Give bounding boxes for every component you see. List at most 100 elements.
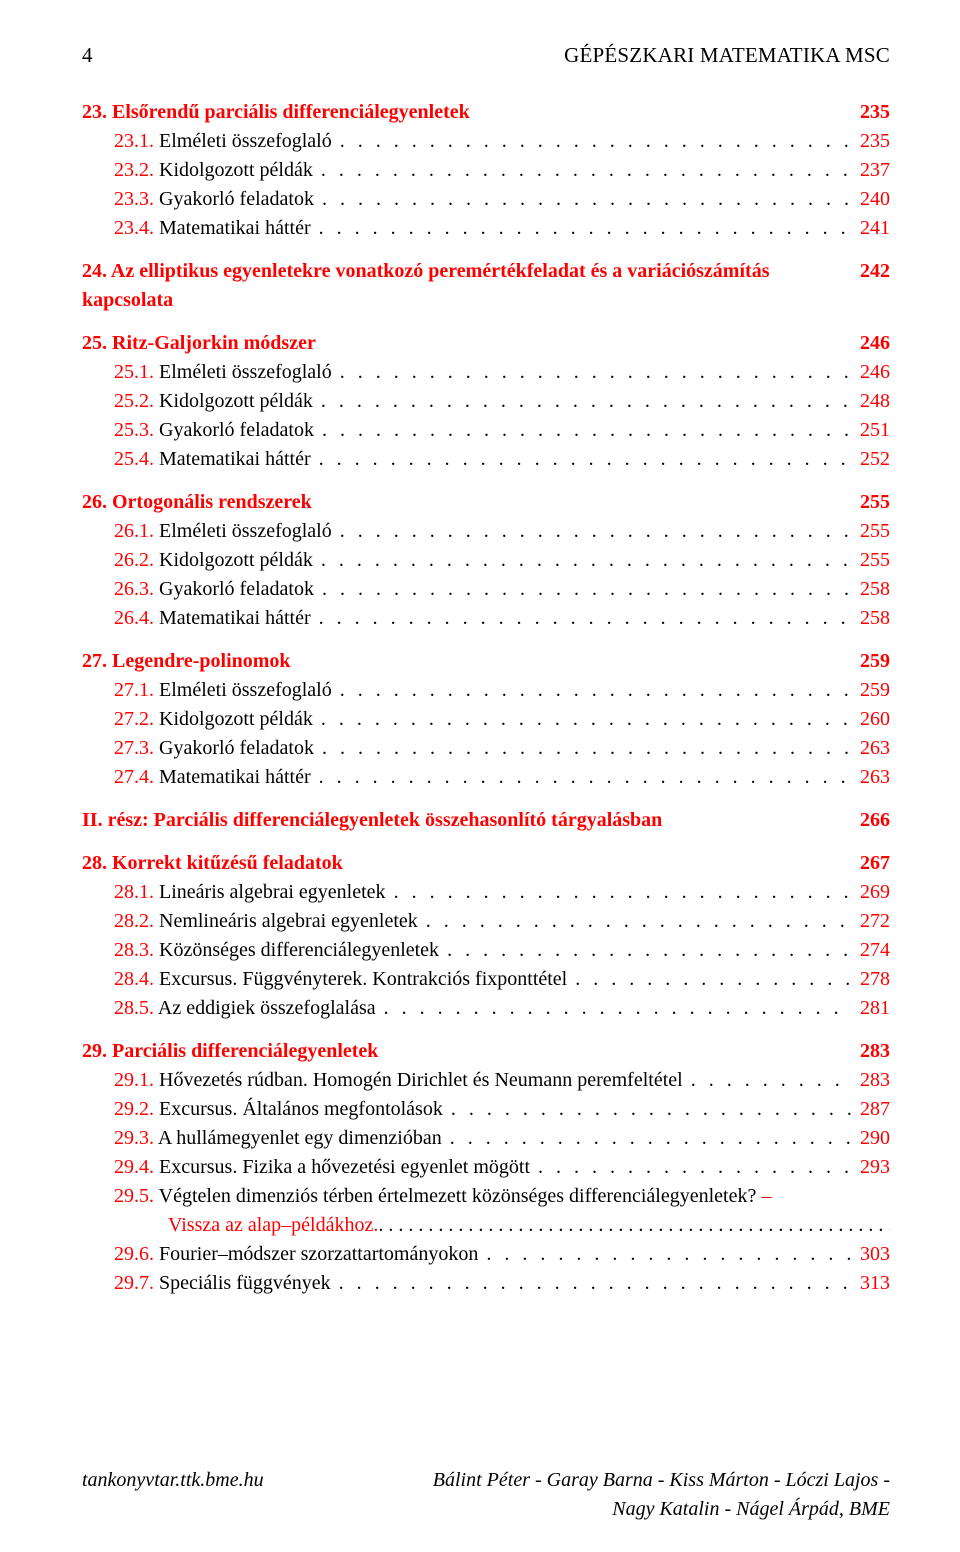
- dot-leader: . . . . . . . . . . . . . . . . . . . . …: [442, 1124, 852, 1153]
- toc-sub-page: 246: [852, 358, 890, 387]
- toc-sub[interactable]: 29.2. Excursus. Általános megfontolások.…: [82, 1095, 890, 1124]
- toc-sub[interactable]: 29.6. Fourier–módszer szorzattartományok…: [82, 1240, 890, 1269]
- toc-sub-page: 287: [852, 1095, 890, 1124]
- toc-sub[interactable]: 26.2. Kidolgozott példák. . . . . . . . …: [82, 546, 890, 575]
- toc-heading[interactable]: 29. Parciális differenciálegyenletek 283: [82, 1037, 890, 1066]
- toc-sub-page: 252: [852, 445, 890, 474]
- toc-sub[interactable]: 27.2. Kidolgozott példák. . . . . . . . …: [82, 705, 890, 734]
- toc-heading-label: 27. Legendre-polinomok: [82, 647, 291, 676]
- toc-sub-page: 258: [852, 575, 890, 604]
- toc-sub[interactable]: 23.2. Kidolgozott példák. . . . . . . . …: [82, 156, 890, 185]
- toc-sub-label: 29.6. Fourier–módszer szorzattartományok…: [114, 1240, 478, 1269]
- toc-sub-label: 25.1. Elméleti összefoglaló: [114, 358, 332, 387]
- toc-block: 24. Az elliptikus egyenletekre vonatkozó…: [82, 257, 890, 315]
- toc-sub[interactable]: 26.4. Matematikai háttér. . . . . . . . …: [82, 604, 890, 633]
- toc-sub-page: 241: [852, 214, 890, 243]
- toc-heading[interactable]: 23. Elsőrendű parciális differenciálegye…: [82, 98, 890, 127]
- toc-lower: 28. Korrekt kitűzésű feladatok26728.1. L…: [82, 849, 890, 1298]
- toc-sub-label: Vissza az alap–példákhoz.: [168, 1211, 378, 1240]
- toc-sub[interactable]: 25.2. Kidolgozott példák. . . . . . . . …: [82, 387, 890, 416]
- toc-sub-label: 27.2. Kidolgozott példák: [114, 705, 313, 734]
- dot-leader: . . . . . . . . . . . . . . . . . . . . …: [311, 214, 852, 243]
- footer-authors-1: Bálint Péter - Garay Barna - Kiss Márton…: [433, 1466, 890, 1495]
- toc-block: 27. Legendre-polinomok25927.1. Elméleti …: [82, 647, 890, 792]
- toc-sub[interactable]: 25.1. Elméleti összefoglaló. . . . . . .…: [82, 358, 890, 387]
- toc-sub[interactable]: 29.3. A hullámegyenlet egy dimenzióban. …: [82, 1124, 890, 1153]
- toc-sub-label: 26.1. Elméleti összefoglaló: [114, 517, 332, 546]
- part-heading[interactable]: II. rész: Parciális differenciálegyenlet…: [82, 806, 890, 835]
- toc-sub-label: 29.2. Excursus. Általános megfontolások: [114, 1095, 443, 1124]
- toc-sub-page: 259: [852, 676, 890, 705]
- toc-heading[interactable]: 24. Az elliptikus egyenletekre vonatkozó…: [82, 257, 890, 315]
- toc-sub-label: 29.3. A hullámegyenlet egy dimenzióban: [114, 1124, 442, 1153]
- toc-sub-label: 27.4. Matematikai háttér: [114, 763, 311, 792]
- toc-sub[interactable]: 28.2. Nemlineáris algebrai egyenletek. .…: [82, 907, 890, 936]
- toc-sub[interactable]: 25.3. Gyakorló feladatok. . . . . . . . …: [82, 416, 890, 445]
- toc-sub-cont[interactable]: Vissza az alap–példákhoz.. . . . . . . .…: [82, 1211, 890, 1240]
- toc-sub-label: 28.2. Nemlineáris algebrai egyenletek: [114, 907, 418, 936]
- toc-sub-label: 27.1. Elméleti összefoglaló: [114, 676, 332, 705]
- page: 4 GÉPÉSZKARI MATEMATIKA MSC 23. Elsőrend…: [0, 0, 960, 1298]
- toc-sub-page: 290: [852, 1124, 890, 1153]
- toc-sub[interactable]: 28.3. Közönséges differenciálegyenletek.…: [82, 936, 890, 965]
- dot-leader: . . . . . . . . . . . . . . . . . . . . …: [332, 517, 852, 546]
- toc-sub[interactable]: 28.4. Excursus. Függvényterek. Kontrakci…: [82, 965, 890, 994]
- toc-sub[interactable]: 26.3. Gyakorló feladatok. . . . . . . . …: [82, 575, 890, 604]
- toc-heading-page: 255: [860, 488, 890, 517]
- toc-heading-label: 29. Parciális differenciálegyenletek: [82, 1037, 378, 1066]
- toc-heading[interactable]: 26. Ortogonális rendszerek 255: [82, 488, 890, 517]
- toc-sub[interactable]: 28.1. Lineáris algebrai egyenletek. . . …: [82, 878, 890, 907]
- dot-leader: . . . . . . . . . . . . . . . . . . . . …: [311, 604, 852, 633]
- toc-sub[interactable]: 23.1. Elméleti összefoglaló. . . . . . .…: [82, 127, 890, 156]
- toc-sub-page: 260: [852, 705, 890, 734]
- toc-sub-label: 23.1. Elméleti összefoglaló: [114, 127, 332, 156]
- toc-sub-label: 28.1. Lineáris algebrai egyenletek: [114, 878, 386, 907]
- toc-sub[interactable]: 25.4. Matematikai háttér. . . . . . . . …: [82, 445, 890, 474]
- toc-sub-label: 28.3. Közönséges differenciálegyenletek: [114, 936, 439, 965]
- toc-heading-label: 24. Az elliptikus egyenletekre vonatkozó…: [82, 257, 860, 315]
- toc-sub-label: 23.3. Gyakorló feladatok: [114, 185, 314, 214]
- toc-block: 26. Ortogonális rendszerek25526.1. Elmél…: [82, 488, 890, 633]
- toc-sub[interactable]: 29.7. Speciális függvények. . . . . . . …: [82, 1269, 890, 1298]
- toc-heading[interactable]: 27. Legendre-polinomok259: [82, 647, 890, 676]
- dot-leader: . . . . . . . . . . . . . . . . . . . . …: [478, 1240, 852, 1269]
- dot-leader: . . . . . . . . . . . . . . . . . . . . …: [311, 763, 852, 792]
- toc-sub[interactable]: 29.1. Hővezetés rúdban. Homogén Dirichle…: [82, 1066, 890, 1095]
- toc-heading-page: 283: [860, 1037, 890, 1066]
- toc-sub[interactable]: 29.4. Excursus. Fizika a hővezetési egye…: [82, 1153, 890, 1182]
- dot-leader: . . . . . . . . . . . . . . . . . . . . …: [332, 127, 852, 156]
- toc-sub-label: 29.5. Végtelen dimenziós térben értelmez…: [114, 1182, 771, 1211]
- part-label: II. rész: Parciális differenciálegyenlet…: [82, 806, 662, 835]
- page-number: 4: [82, 40, 93, 70]
- dot-leader: . . . . . . . . . . . . . . . . . . . . …: [683, 1066, 852, 1095]
- toc-heading-label: 26. Ortogonális rendszerek: [82, 488, 312, 517]
- dot-leader: . . . . . . . . . . . . . . . . . . . . …: [314, 416, 852, 445]
- toc-sub[interactable]: 27.1. Elméleti összefoglaló. . . . . . .…: [82, 676, 890, 705]
- toc-block: 29. Parciális differenciálegyenletek2832…: [82, 1037, 890, 1298]
- toc-sub[interactable]: 27.3. Gyakorló feladatok. . . . . . . . …: [82, 734, 890, 763]
- toc-sub-label: 23.2. Kidolgozott példák: [114, 156, 313, 185]
- toc-sub-label: 26.2. Kidolgozott példák: [114, 546, 313, 575]
- toc-heading[interactable]: 28. Korrekt kitűzésű feladatok267: [82, 849, 890, 878]
- toc-sub[interactable]: 23.3. Gyakorló feladatok. . . . . . . . …: [82, 185, 890, 214]
- toc-sub-label: 29.1. Hővezetés rúdban. Homogén Dirichle…: [114, 1066, 683, 1095]
- toc-sub-label: 27.3. Gyakorló feladatok: [114, 734, 314, 763]
- footer-authors-2: Nagy Katalin - Nágel Árpád, BME: [433, 1495, 890, 1524]
- toc-block: 28. Korrekt kitűzésű feladatok26728.1. L…: [82, 849, 890, 1023]
- toc-sub[interactable]: 26.1. Elméleti összefoglaló. . . . . . .…: [82, 517, 890, 546]
- dot-leader: . . . . . . . . . . . . . . . . . . . . …: [311, 445, 852, 474]
- toc-sub-page: 255: [852, 517, 890, 546]
- toc-sub-page: 313: [852, 1269, 890, 1298]
- toc-sub[interactable]: 29.5. Végtelen dimenziós térben értelmez…: [82, 1182, 890, 1211]
- toc-sub-label: 28.5. Az eddigiek összefoglalása: [114, 994, 376, 1023]
- toc-sub-label: 26.4. Matematikai háttér: [114, 604, 311, 633]
- toc-sub[interactable]: 23.4. Matematikai háttér. . . . . . . . …: [82, 214, 890, 243]
- toc-heading[interactable]: 25. Ritz-Galjorkin módszer246: [82, 329, 890, 358]
- toc-sub-page: 303: [852, 1240, 890, 1269]
- toc-heading-label: 25. Ritz-Galjorkin módszer: [82, 329, 316, 358]
- toc-sub-label: 25.3. Gyakorló feladatok: [114, 416, 314, 445]
- toc-sub[interactable]: 27.4. Matematikai háttér. . . . . . . . …: [82, 763, 890, 792]
- toc-sub-page: 255: [852, 546, 890, 575]
- toc-sub[interactable]: 28.5. Az eddigiek összefoglalása. . . . …: [82, 994, 890, 1023]
- toc-heading-page: 267: [860, 849, 890, 878]
